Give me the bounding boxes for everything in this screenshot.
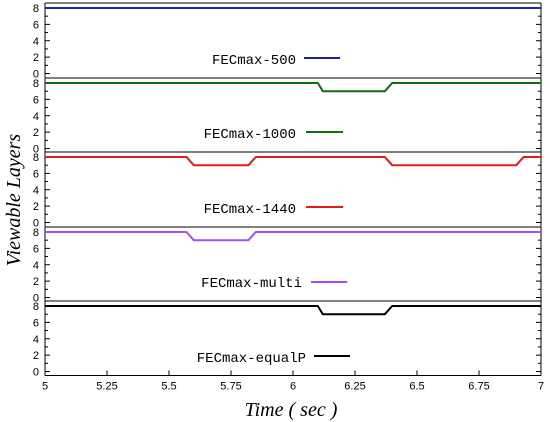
panel-3: 0 2 4 6 8 FECmax-1440 [33, 151, 542, 230]
series-line-FECmax-1000 [45, 82, 541, 93]
y-tick-label: 4 [33, 111, 39, 123]
y-tick-label: 6 [33, 94, 39, 106]
y-tick-label: 8 [33, 78, 39, 90]
x-tick-label: 6.25 [344, 381, 365, 393]
y-tick-label: 0 [33, 293, 39, 305]
legend-label: FECmax-equalP [197, 351, 306, 367]
x-tick-label: 5 [42, 381, 48, 393]
panel-4: 0 2 4 6 8 FECmax-multi [33, 226, 542, 305]
y-tick-label: 8 [33, 3, 39, 15]
x-tick-label: 5.75 [220, 381, 241, 393]
y-axis-title: Viewable Layers [3, 134, 25, 267]
y-tick-label: 0 [33, 144, 39, 156]
y-tick-label: 2 [33, 350, 39, 362]
panel-1: 0 2 4 6 8 FECmax-500 [33, 2, 542, 81]
y-tick-label: 8 [33, 301, 39, 313]
series-line-FECmax-equalP [45, 305, 541, 316]
y-tick-label: 0 [33, 367, 39, 379]
y-tick-label: 0 [33, 218, 39, 230]
x-tick-label: 6.75 [468, 381, 489, 393]
y-tick-label: 2 [33, 52, 39, 64]
y-tick-label: 4 [33, 334, 39, 346]
legend-label: FECmax-1000 [204, 127, 296, 143]
y-tick-label: 6 [33, 168, 39, 180]
x-tick-label: 6 [290, 381, 296, 393]
y-tick-label: 8 [33, 152, 39, 164]
y-tick-label: 4 [33, 260, 39, 272]
y-tick-label: 4 [33, 36, 39, 48]
x-tick-label: 7 [538, 381, 544, 393]
y-tick-label: 0 [33, 69, 39, 81]
y-tick-label: 2 [33, 276, 39, 288]
y-tick-label: 8 [33, 227, 39, 239]
panels-group: 0 2 4 6 8 FECmax-500 0 2 4 6 8 FECmax-1000 0 2 4 6 8 FECm… [33, 2, 542, 379]
x-tick-label: 5.25 [96, 381, 117, 393]
y-tick-label: 6 [33, 243, 39, 255]
legend-label: FECmax-multi [201, 276, 302, 292]
y-tick-label: 2 [33, 201, 39, 213]
legend-label: FECmax-1440 [204, 202, 296, 218]
x-axis-title: Time ( sec ) [245, 399, 338, 421]
series-line-FECmax-multi [45, 231, 541, 242]
series-line-FECmax-1440 [45, 156, 541, 167]
x-axis: 5 5.25 5.5 5.75 6 6.25 6.5 6.75 7 [42, 370, 544, 393]
panel-2: 0 2 4 6 8 FECmax-1000 [33, 77, 542, 156]
y-tick-label: 4 [33, 185, 39, 197]
y-tick-label: 6 [33, 317, 39, 329]
y-tick-label: 2 [33, 127, 39, 139]
y-tick-label: 6 [33, 19, 39, 31]
x-tick-label: 6.5 [409, 381, 424, 393]
legend-label: FECmax-500 [212, 53, 296, 69]
panel-5: 0 2 4 6 8 FECmax-equalP [33, 300, 542, 379]
x-tick-label: 5.5 [161, 381, 176, 393]
